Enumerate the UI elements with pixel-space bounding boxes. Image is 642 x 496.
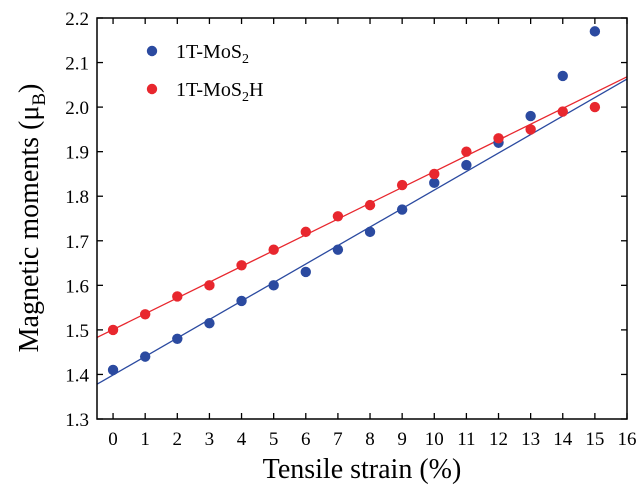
x-tick-label: 4 [237, 429, 247, 450]
data-point-series-1 [236, 260, 247, 271]
data-point-series-0 [268, 280, 279, 291]
data-point-series-1 [461, 146, 472, 157]
data-point-series-0 [461, 159, 472, 171]
data-point-series-1 [204, 280, 215, 291]
legend-label-mos2h-sub: 2 [242, 90, 249, 105]
data-point-series-1 [364, 199, 376, 211]
x-tick-label: 1 [140, 429, 150, 450]
x-tick-label: 7 [333, 429, 343, 450]
data-point-series-1 [139, 309, 151, 320]
data-point-series-0 [557, 70, 568, 82]
legend: 1T-MoS2 1T-MoS2H [146, 41, 263, 105]
fit-lines [96, 76, 628, 385]
legend-label-mos2-sub: 2 [242, 52, 249, 67]
fit-line-1 [96, 76, 628, 339]
data-point-series-1 [172, 291, 183, 302]
data-points [107, 26, 601, 376]
data-point-series-1 [396, 179, 408, 191]
data-point-series-0 [204, 318, 215, 329]
x-tick-label: 11 [457, 429, 475, 450]
x-tick-label: 15 [585, 429, 604, 450]
data-point-series-0 [236, 295, 247, 307]
x-tick-label: 8 [365, 429, 375, 450]
y-tick-label: 1.7 [65, 232, 89, 253]
y-tick-label: 1.3 [65, 410, 89, 431]
x-tick-label: 6 [301, 429, 311, 450]
x-tick-label: 10 [425, 429, 444, 450]
data-point-series-0 [396, 204, 408, 215]
x-tick-label: 9 [397, 429, 407, 450]
x-tick-label: 12 [489, 429, 508, 450]
data-point-series-0 [172, 333, 183, 344]
data-point-series-1 [429, 168, 440, 180]
plot-frame [96, 17, 628, 420]
legend-label-mos2h: 1T-MoS2H [176, 79, 263, 105]
x-tick-label: 13 [521, 429, 540, 450]
data-point-series-1 [557, 106, 568, 117]
x-tick-label: 2 [173, 429, 183, 450]
data-point-series-1 [589, 101, 601, 113]
legend-label-mos2h-tail: H [249, 79, 263, 101]
data-point-series-1 [300, 226, 311, 238]
y-axis-label-sub: B [29, 93, 50, 106]
x-tick-label: 16 [618, 429, 637, 450]
data-point-series-1 [268, 244, 279, 255]
y-axis-label-close: ) [14, 84, 45, 93]
data-point-series-1 [525, 124, 536, 135]
y-tick-label: 1.8 [65, 187, 89, 208]
data-point-series-0 [139, 351, 151, 362]
x-axis-label: Tensile strain (%) [263, 454, 462, 485]
data-point-series-1 [332, 211, 344, 222]
legend-marker-mos2 [146, 45, 158, 57]
y-axis-ticks: 1.3 1.4 1.5 1.6 1.7 1.8 1.9 2.0 2.1 2.2 [65, 9, 627, 431]
data-point-series-0 [429, 177, 440, 189]
x-tick-label: 0 [108, 429, 118, 450]
x-tick-label: 5 [269, 429, 279, 450]
y-tick-label: 2.0 [65, 98, 89, 119]
data-point-series-0 [332, 244, 344, 255]
legend-marker-mos2h [146, 83, 158, 95]
y-tick-label: 2.1 [65, 54, 89, 75]
legend-label-mos2: 1T-MoS2 [176, 41, 249, 67]
y-tick-label: 1.4 [65, 365, 89, 386]
y-tick-label: 1.6 [65, 276, 89, 297]
y-axis-label: Magnetic moments (μB) [14, 84, 50, 353]
x-axis-ticks: 0 1 2 3 4 5 6 7 8 9 10 11 12 13 14 15 16 [108, 18, 637, 450]
x-tick-label: 3 [205, 429, 215, 450]
y-axis-label-main: Magnetic moments (μ [14, 106, 45, 353]
data-point-series-0 [364, 226, 376, 238]
legend-label-mos2-main: 1T-MoS [176, 41, 242, 63]
y-tick-label: 2.2 [65, 9, 89, 30]
data-point-series-0 [589, 26, 601, 37]
fit-line-0 [96, 78, 628, 385]
data-point-series-1 [493, 133, 504, 144]
data-point-series-0 [107, 364, 119, 376]
legend-label-mos2h-main: 1T-MoS [176, 79, 242, 101]
y-tick-label: 1.5 [65, 321, 89, 342]
data-point-series-0 [525, 110, 536, 122]
data-point-series-0 [300, 266, 311, 278]
data-point-series-1 [107, 324, 119, 336]
y-tick-label: 1.9 [65, 143, 89, 164]
x-tick-label: 14 [553, 429, 573, 450]
